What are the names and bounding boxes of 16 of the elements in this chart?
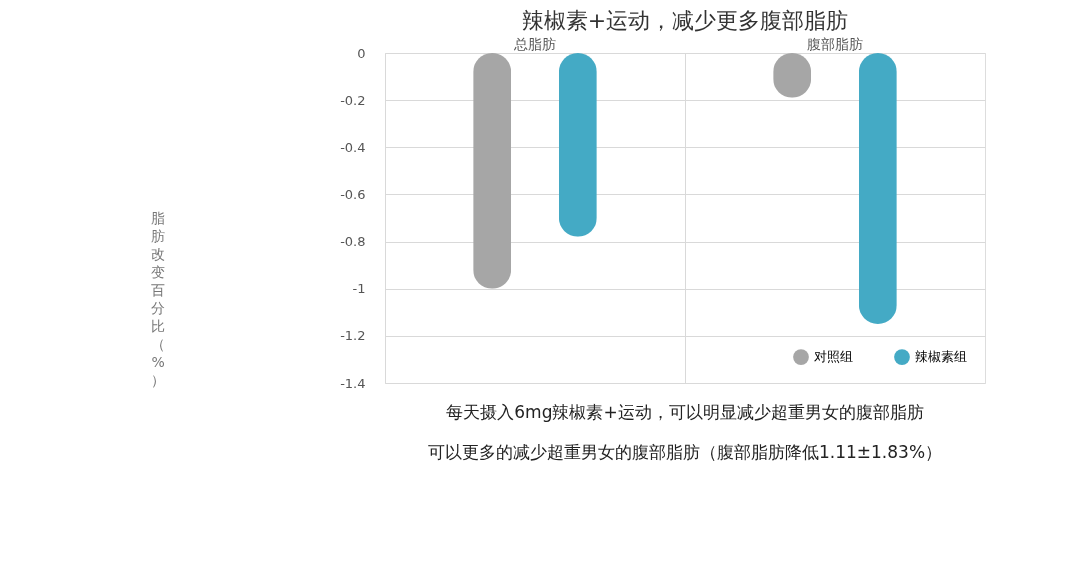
y-tick-label: -1.2 [340,328,366,344]
text: 脂肪改变百分比（%） [151,209,166,388]
x-tick-label: 总脂肪 [513,35,556,52]
legend-label: 对照组 [814,349,853,365]
chart-title: 辣椒素+运动，减少更多腹部脂肪 [521,8,849,33]
y-tick-label: -0.8 [340,234,366,250]
y-tick-label: -0.6 [340,186,366,202]
y-tick-label: -1 [352,281,366,297]
text: 每天摄入6mg辣椒素+运动，可以明显减少超重男女的腹部脂肪 [446,402,924,422]
y-tick-label: -0.4 [340,139,366,155]
y-tick-label: 0 [357,45,366,61]
text: 可以更多的减少超重男女的腹部脂肪（腹部脂肪降低1.11±1.83%） [427,442,943,462]
y-tick-label: -0.2 [340,92,366,108]
y-tick-label: -1.4 [340,375,366,391]
legend-label: 辣椒素组 [915,349,967,365]
x-tick-label: 腹部脂肪 [807,35,863,52]
